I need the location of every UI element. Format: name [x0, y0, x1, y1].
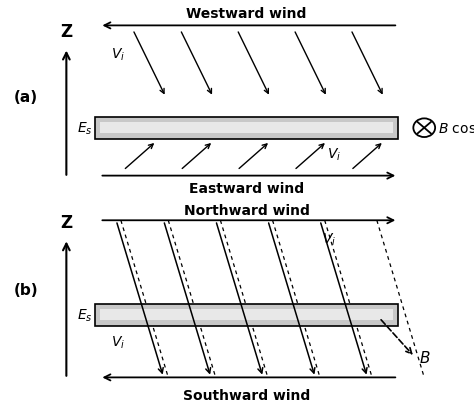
Text: Z: Z	[60, 23, 73, 41]
Text: Eastward wind: Eastward wind	[189, 181, 304, 195]
Text: $B$: $B$	[419, 349, 431, 365]
Bar	[100, 123, 393, 134]
Text: $E_s$: $E_s$	[77, 307, 92, 323]
Text: (a): (a)	[14, 90, 38, 104]
Text: $E_s$: $E_s$	[77, 120, 92, 136]
Text: Westward wind: Westward wind	[186, 7, 307, 21]
Text: Z: Z	[60, 214, 73, 232]
Bar	[95, 117, 398, 140]
Bar	[100, 309, 393, 320]
Text: $V_i$: $V_i$	[322, 231, 337, 247]
Text: $V_i$: $V_i$	[327, 147, 341, 163]
Text: Southward wind: Southward wind	[183, 388, 310, 402]
Text: (b): (b)	[14, 282, 39, 297]
Bar	[95, 304, 398, 326]
Text: $V_i$: $V_i$	[111, 334, 126, 350]
Text: $B$ cos $I$: $B$ cos $I$	[438, 122, 474, 135]
Text: $V_i$: $V_i$	[111, 47, 126, 63]
Text: Northward wind: Northward wind	[183, 204, 310, 217]
